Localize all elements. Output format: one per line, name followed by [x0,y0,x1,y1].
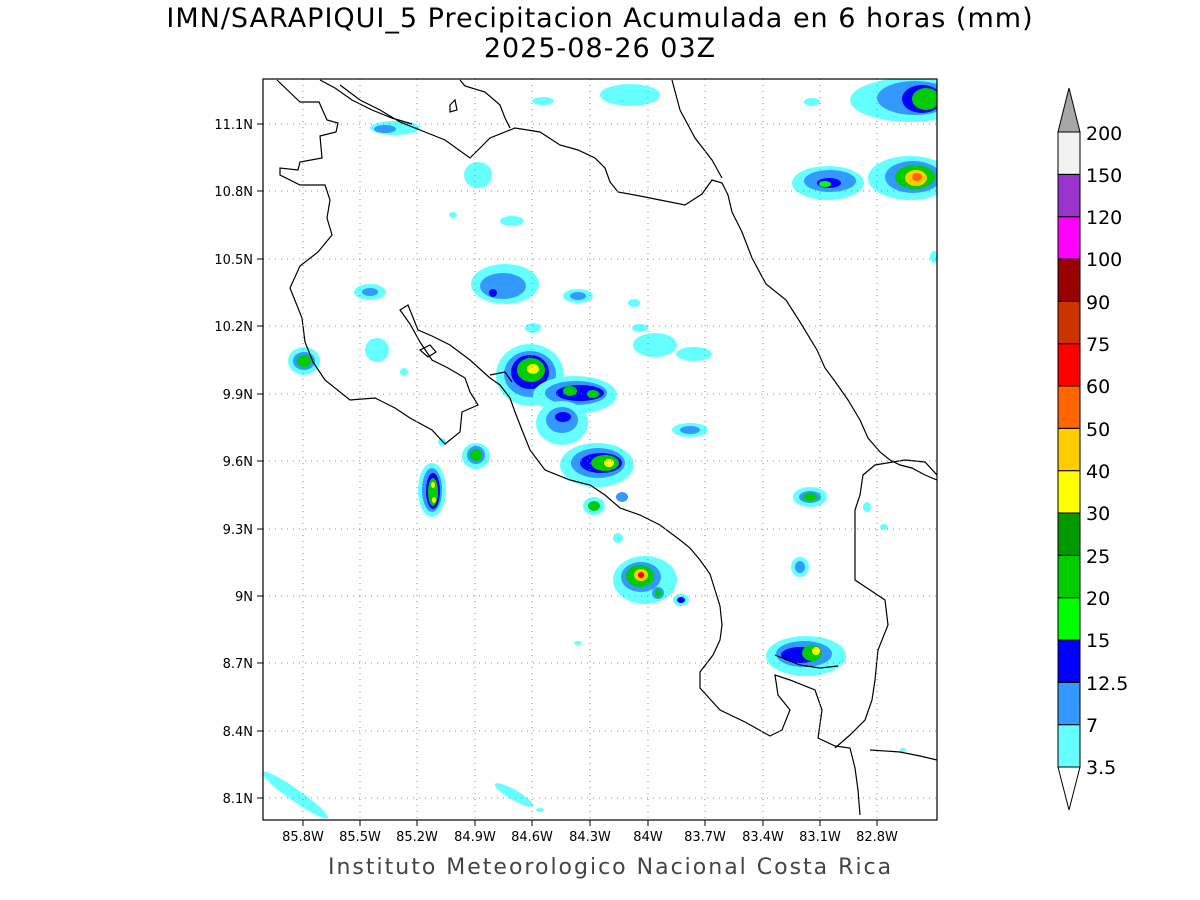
map-gridlines [263,79,937,820]
lat-tick-label: 10.2N [214,320,253,335]
colorbar-level-label: 25 [1086,546,1110,568]
colorbar-swatch [1057,470,1081,514]
colorbar-level-label: 15 [1086,630,1110,652]
colorbar-level-label: 50 [1086,419,1110,441]
map-subtitle-datetime: 2025-08-26 03Z [483,33,717,64]
colorbar-level-label: 40 [1086,461,1110,483]
lat-tick-label: 8.4N [223,725,253,740]
colorbar-swatch [1057,131,1081,175]
colorbar-swatch [1057,173,1081,218]
lon-tick-label: 83.7W [684,830,726,845]
colorbar-level-label: 150 [1086,165,1122,187]
colorbar-swatch [1057,300,1081,345]
coastlines [276,79,937,816]
colorbar-level-label: 30 [1086,503,1110,525]
colorbar-swatches [1057,131,1081,768]
colorbar-level-label: 7 [1086,715,1098,737]
lat-tick-label: 9N [235,590,253,605]
colorbar-level-label: 12.5 [1086,673,1128,695]
colorbar-level-label: 200 [1086,123,1122,145]
lon-tick-label: 83.4W [742,830,784,845]
lat-tick-label: 8.1N [223,792,253,807]
map-axes: 85.8W 85.5W 85.2W 84.9W 84.6W 84.3W 84W … [214,118,898,845]
lon-tick-label: 85.8W [282,830,324,845]
map-title: IMN/SARAPIQUI_5 Precipitacion Acumulada … [166,3,1034,34]
lat-tick-label: 10.5N [214,253,253,268]
colorbar-level-label: 120 [1086,207,1122,229]
lon-tick-label: 82.8W [856,830,898,845]
colorbar-swatch [1057,427,1081,472]
lat-tick-label: 9.3N [223,523,253,538]
lon-tick-label: 84.6W [511,830,553,845]
lat-tick-label: 11.1N [214,118,253,133]
lat-tick-label: 8.7N [223,657,253,672]
lon-tick-label: 84W [633,830,663,845]
precipitation-field [263,79,937,819]
colorbar-level-label: 3.5 [1086,757,1116,779]
lon-tick-label: 85.2W [396,830,438,845]
colorbar-swatch [1057,554,1081,599]
colorbar-swatch [1057,343,1081,387]
colorbar-swatch [1057,385,1081,429]
colorbar-level-label: 20 [1086,588,1110,610]
colorbar-below-arrow [1057,766,1081,811]
colorbar-swatch [1057,597,1081,641]
lon-tick-label: 84.3W [569,830,611,845]
colorbar-swatch [1057,258,1081,302]
colorbar-legend: 3.5 7 12.5 15 20 25 30 40 50 60 75 90 10… [1057,87,1128,811]
lat-tick-labels: 11.1N 10.8N 10.5N 10.2N 9.9N 9.6N 9.3N 9… [214,118,253,807]
colorbar-swatch [1057,512,1081,556]
colorbar-swatch [1057,724,1081,768]
lat-tick-label: 9.9N [223,388,253,403]
colorbar-swatch [1057,639,1081,683]
colorbar-level-label: 75 [1086,334,1110,356]
lon-tick-label: 83.1W [799,830,841,845]
colorbar-labels: 3.5 7 12.5 15 20 25 30 40 50 60 75 90 10… [1086,123,1128,779]
lat-tick-label: 10.8N [214,185,253,200]
lon-tick-labels: 85.8W 85.5W 85.2W 84.9W 84.6W 84.3W 84W … [282,830,898,845]
colorbar-swatch [1057,681,1081,726]
colorbar-level-label: 100 [1086,249,1122,271]
colorbar-above-arrow [1057,87,1081,133]
lon-tick-label: 84.9W [454,830,496,845]
lat-tick-label: 9.6N [223,455,253,470]
lon-tick-label: 85.5W [339,830,381,845]
colorbar-swatch [1057,216,1081,260]
map-frame [262,78,938,821]
footer-credit: Instituto Meteorologico Nacional Costa R… [328,855,894,880]
colorbar-level-label: 60 [1086,376,1110,398]
colorbar-level-label: 90 [1086,292,1110,314]
